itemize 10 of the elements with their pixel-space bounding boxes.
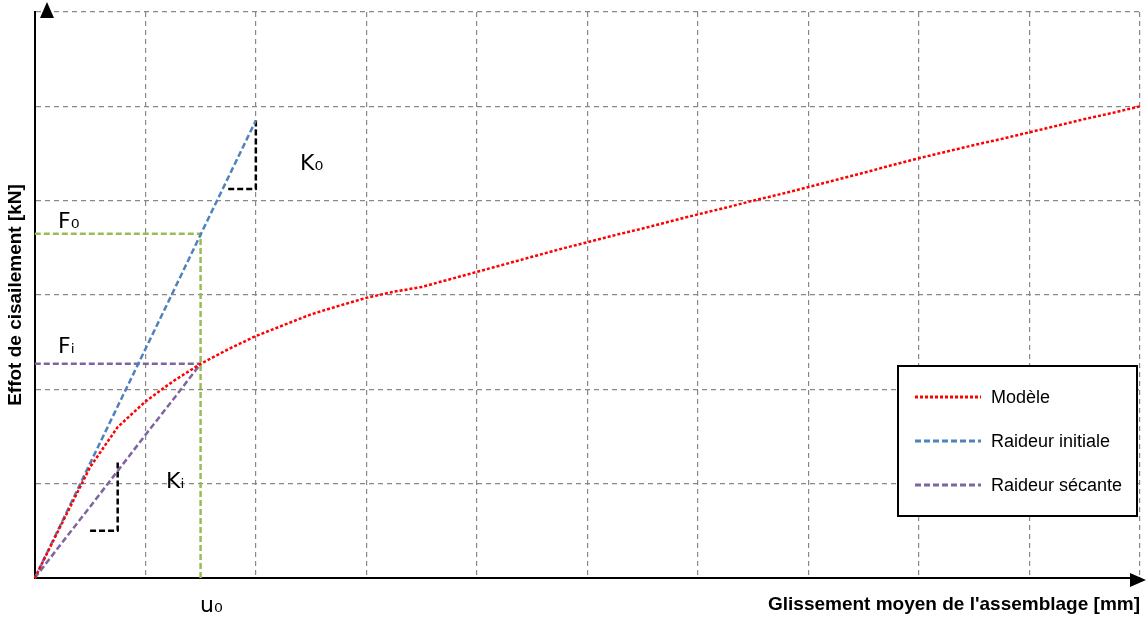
annotation: Kᵢ [166,468,185,493]
annotation: K₀ [300,150,324,175]
y-axis-title: Effot de cisailement [kN] [3,184,25,406]
x-axis-title: Glissement moyen de l'assemblage [mm] [768,592,1140,614]
legend-label: Raideur initiale [990,430,1110,452]
legend-label: Modèle [990,386,1050,408]
annotation: Fᵢ [58,333,75,358]
text: u₀ [200,592,223,617]
legend-label: Raideur sécante [990,474,1122,496]
annotation: F₀ [58,208,80,233]
